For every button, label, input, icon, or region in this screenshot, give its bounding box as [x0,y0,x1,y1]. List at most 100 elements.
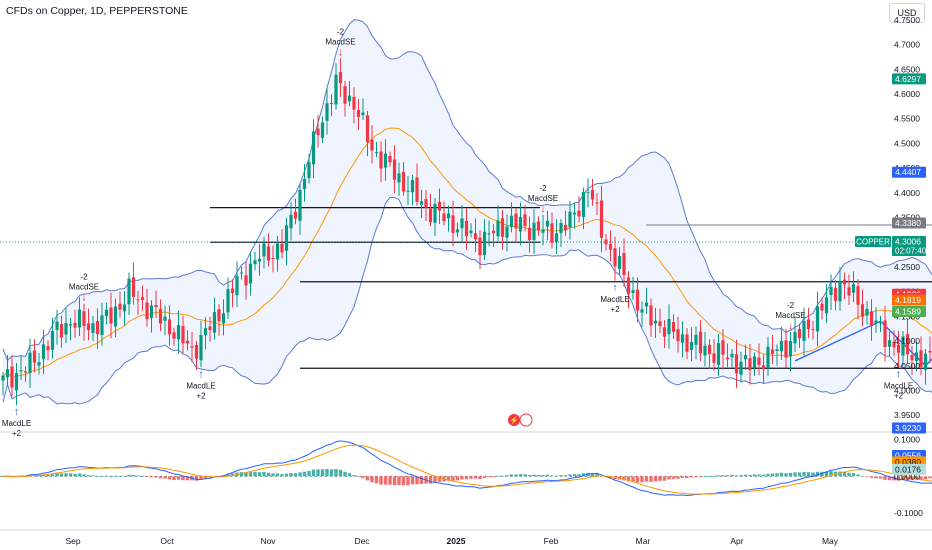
signal-label: MacdLE [2,419,31,428]
candle-body [32,350,37,363]
price-tick-label: 4.4000 [894,188,920,198]
candle-body [689,342,694,351]
macd-histogram-bar [145,476,149,478]
candle-body [829,286,833,296]
candle-body [257,258,262,262]
candle-body [514,213,518,229]
candle-body [500,218,505,237]
macd-histogram-bar [626,476,631,482]
signal-count: +2 [610,305,620,314]
macd-histogram-bar [509,474,514,477]
candle-body [806,319,811,330]
candle-body [842,279,847,285]
candle-body [365,115,370,143]
candle-body [856,286,860,305]
candle-body [644,302,649,307]
candle-body [496,220,500,237]
candle-body [766,346,770,368]
candle-body [712,353,716,363]
macd-histogram-bar [343,471,347,477]
macd-histogram-bar [199,476,203,480]
price-tick-label: 4.7500 [894,15,920,25]
macd-histogram-bar [68,473,73,477]
macd-histogram-bar [793,472,797,477]
price-tick-label: 4.7000 [894,40,920,50]
macd-histogram-bar [473,476,478,479]
time-tick-label: Mar [636,536,651,546]
macd-histogram-bar [338,469,343,477]
macd-histogram-bar [721,475,725,477]
candle-body [482,231,487,256]
candle-body [145,302,149,320]
candle-body [442,213,446,222]
macd-line [2,440,932,496]
signal-label: MacdLE [884,382,913,391]
macd-histogram-bar [649,476,653,482]
candle-body [311,131,316,165]
candle-body [401,171,406,192]
macd-histogram-bar [689,476,694,478]
macd-histogram-bar [541,474,545,477]
candle-body [811,329,815,331]
currency-button[interactable]: USD [889,3,925,23]
candle-body [473,233,478,240]
candle-body [892,341,896,348]
candle-body [149,305,154,318]
macd-histogram-bar [410,476,415,485]
candle-body [734,354,739,374]
macd-histogram-bar [280,474,284,477]
candle-body [446,213,451,219]
macd-histogram-bar [149,476,154,478]
candle-body [563,224,568,231]
candle-body [617,256,622,270]
candle-body [685,334,689,352]
candle-body [451,215,455,233]
candle-body [775,349,779,351]
signal-count: -2 [337,27,345,36]
candle-body [568,211,572,228]
time-tick-label: Sep [65,536,80,546]
macd-histogram-bar [140,475,145,477]
signal-count: -2 [539,184,547,193]
macd-histogram-bar [536,474,541,477]
macd-histogram-bar [176,476,181,480]
candle-body [748,358,752,371]
candle-body [865,308,869,316]
macd-histogram-bar [914,476,919,480]
price-badge [892,217,926,229]
macd-histogram-bar [550,475,554,477]
signal-arrow-up-icon: ↑ [612,282,618,294]
candle-body [505,226,509,238]
signal-arrow-down-icon: ↓ [338,46,344,58]
candle-body [100,315,104,336]
macd-histogram-bar [365,476,370,481]
macd-histogram-bar [374,476,379,484]
macd-histogram-bar [631,476,635,482]
price-tick-label: 4.5500 [894,114,920,124]
macd-histogram-bar [856,474,860,477]
macd-histogram-bar [716,475,721,477]
candle-body [509,215,514,228]
candle-body [316,128,320,135]
macd-tick-label: -0.1000 [894,508,923,518]
candle-body [550,223,554,243]
signal-label: MacdSE [325,37,355,46]
macd-histogram-bar [127,474,131,477]
macd-histogram-bar [527,474,532,477]
macd-histogram-bar [545,474,550,477]
macd-histogram-bar [824,471,829,477]
symbol-label-badge [855,235,891,247]
candle-body [545,220,550,227]
macd-histogram-bar [694,476,698,478]
candle-body [77,309,82,328]
macd-histogram-bar [293,473,298,477]
price-badge-value: 4.6297 [895,74,921,84]
macd-histogram-bar [752,474,757,477]
candle-body [23,371,28,373]
candle-body [208,326,212,331]
event-flash-icon [508,414,520,426]
macd-badge-value: 0.0556 [895,450,921,460]
candle-body [703,345,707,356]
candle-body [730,353,734,358]
